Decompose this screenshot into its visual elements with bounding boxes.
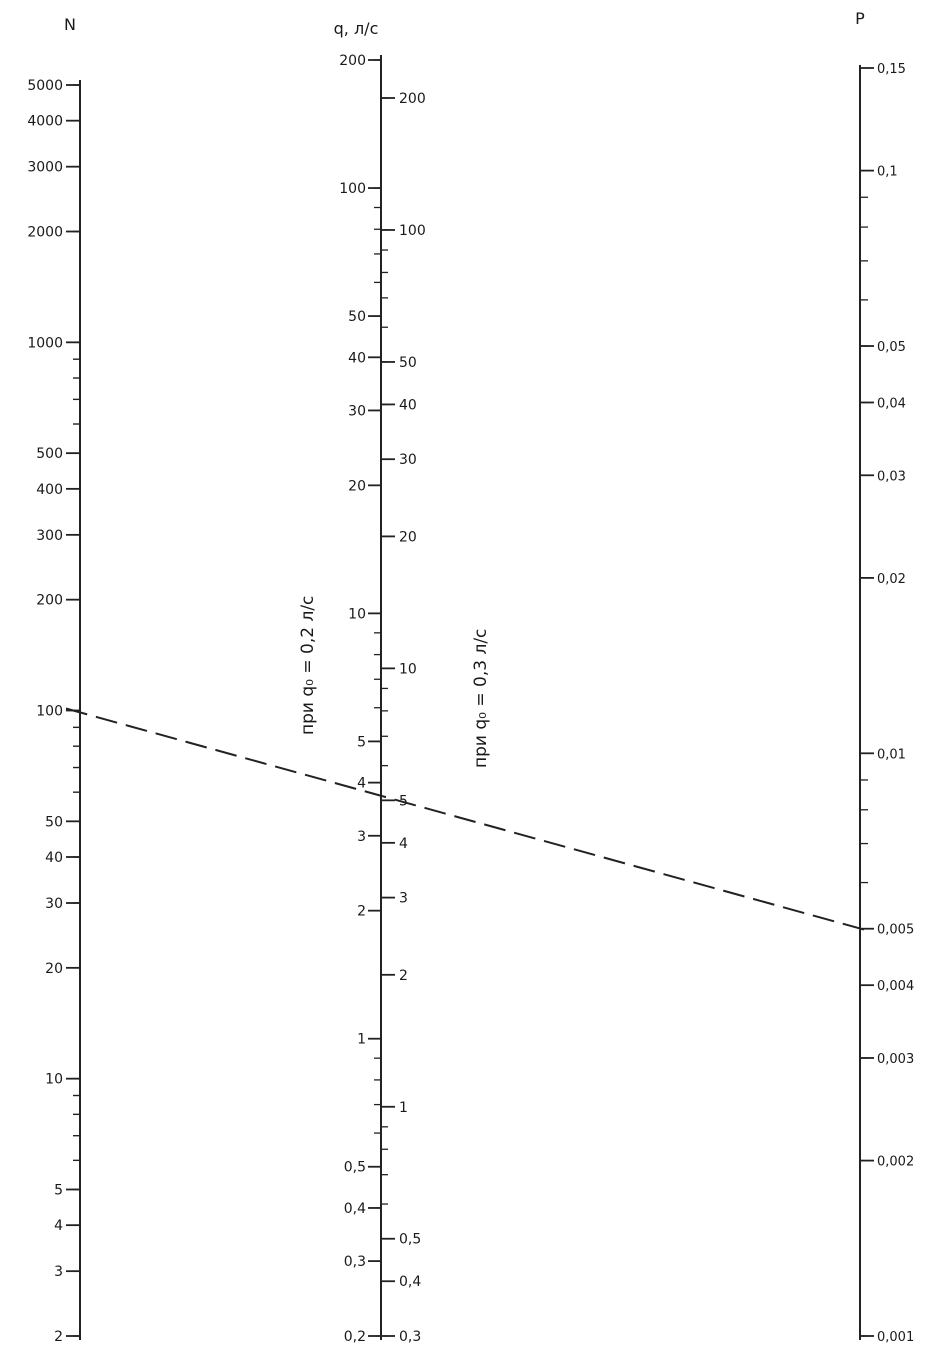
q-axis-title: q, л/с [334,19,379,38]
q-left-tick-label: 40 [348,350,366,366]
p-tick-label: 0,003 [877,1052,914,1067]
q-left-tick-label: 1 [357,1032,366,1048]
p-axis-ticks: 0,15 0,1 0,05 0,04 0,03 0,02 0,01 0,005 0,004 0,0… [860,62,914,1345]
n-tick-label: 20 [45,961,63,977]
n-tick-label: 40 [45,850,63,866]
q-right-tick-label: 50 [399,355,417,371]
example-dashed-line [65,707,869,932]
q-axis-ticks-left: 200 100 50 40 30 20 10 5 4 3 2 1 0,5 0,4 0,3 0,2 [339,53,381,1345]
n-axis-ticks: 5000 4000 3000 2000 1000 500 400 300 200 100 50 40 3… [27,78,80,1345]
p-tick-label: 0,05 [877,340,906,355]
p-tick-label: 0,04 [877,396,906,411]
p-axis-title: P [855,9,865,28]
q-right-tick-label: 0,5 [399,1232,421,1248]
n-tick-label: 2 [54,1329,63,1345]
q-right-tick-label: 2 [399,968,408,984]
q-right-tick-label: 4 [399,836,408,852]
n-tick-label: 400 [36,482,63,498]
n-tick-label: 3000 [27,160,63,176]
q-left-tick-label: 0,2 [344,1329,366,1345]
q0-note-right: при q₀ = 0,3 л/с [471,629,491,768]
p-tick-label: 0,1 [877,165,898,180]
q-left-tick-label: 3 [357,829,366,845]
p-tick-label: 0,001 [877,1330,914,1345]
q-right-tick-label: 30 [399,452,417,468]
n-tick-label: 300 [36,528,63,544]
n-tick-label: 2000 [27,225,63,241]
n-tick-label: 5 [54,1182,63,1198]
q-left-tick-label: 30 [348,403,366,419]
n-tick-label: 50 [45,814,63,830]
q-right-tick-label: 20 [399,529,417,545]
p-tick-label: 0,02 [877,572,906,587]
q-right-tick-label: 40 [399,397,417,413]
n-tick-label: 3 [54,1264,63,1280]
n-tick-label: 200 [36,593,63,609]
q-left-tick-label: 0,4 [344,1201,366,1217]
q-right-tick-label: 10 [399,661,417,677]
p-tick-label: 0,004 [877,979,914,994]
q-left-tick-label: 10 [348,606,366,622]
q-right-tick-label: 200 [399,91,426,107]
q-right-tick-label: 3 [399,891,408,907]
n-axis-title: N [64,15,76,34]
n-tick-label: 500 [36,446,63,462]
p-tick-label: 0,005 [877,923,914,938]
q0-note-left: при q₀ = 0,2 л/с [298,596,318,735]
n-tick-label: 5000 [27,78,63,94]
n-tick-label: 100 [36,704,63,720]
q-left-tick-label: 200 [339,53,366,69]
q-left-tick-label: 4 [357,776,366,792]
p-tick-label: 0,03 [877,469,906,484]
p-tick-label: 0,002 [877,1155,914,1170]
q-left-tick-label: 20 [348,478,366,494]
n-tick-label: 30 [45,896,63,912]
q-left-tick-label: 2 [357,904,366,920]
q-left-tick-label: 100 [339,181,366,197]
q-left-tick-label: 5 [357,734,366,750]
q-left-tick-label: 0,3 [344,1254,366,1270]
n-tick-label: 4000 [27,114,63,130]
n-tick-label: 1000 [27,335,63,351]
q-right-tick-label: 100 [399,223,426,239]
n-tick-label: 4 [54,1218,63,1234]
q-right-tick-label: 0,4 [399,1274,421,1290]
p-tick-label: 0,01 [877,747,906,762]
q-right-tick-label: 0,3 [399,1329,421,1345]
q-left-tick-label: 0,5 [344,1160,366,1176]
p-tick-label: 0,15 [877,62,906,77]
n-tick-label: 10 [45,1072,63,1088]
q-right-tick-label: 1 [399,1100,408,1116]
q-left-tick-label: 50 [348,309,366,325]
